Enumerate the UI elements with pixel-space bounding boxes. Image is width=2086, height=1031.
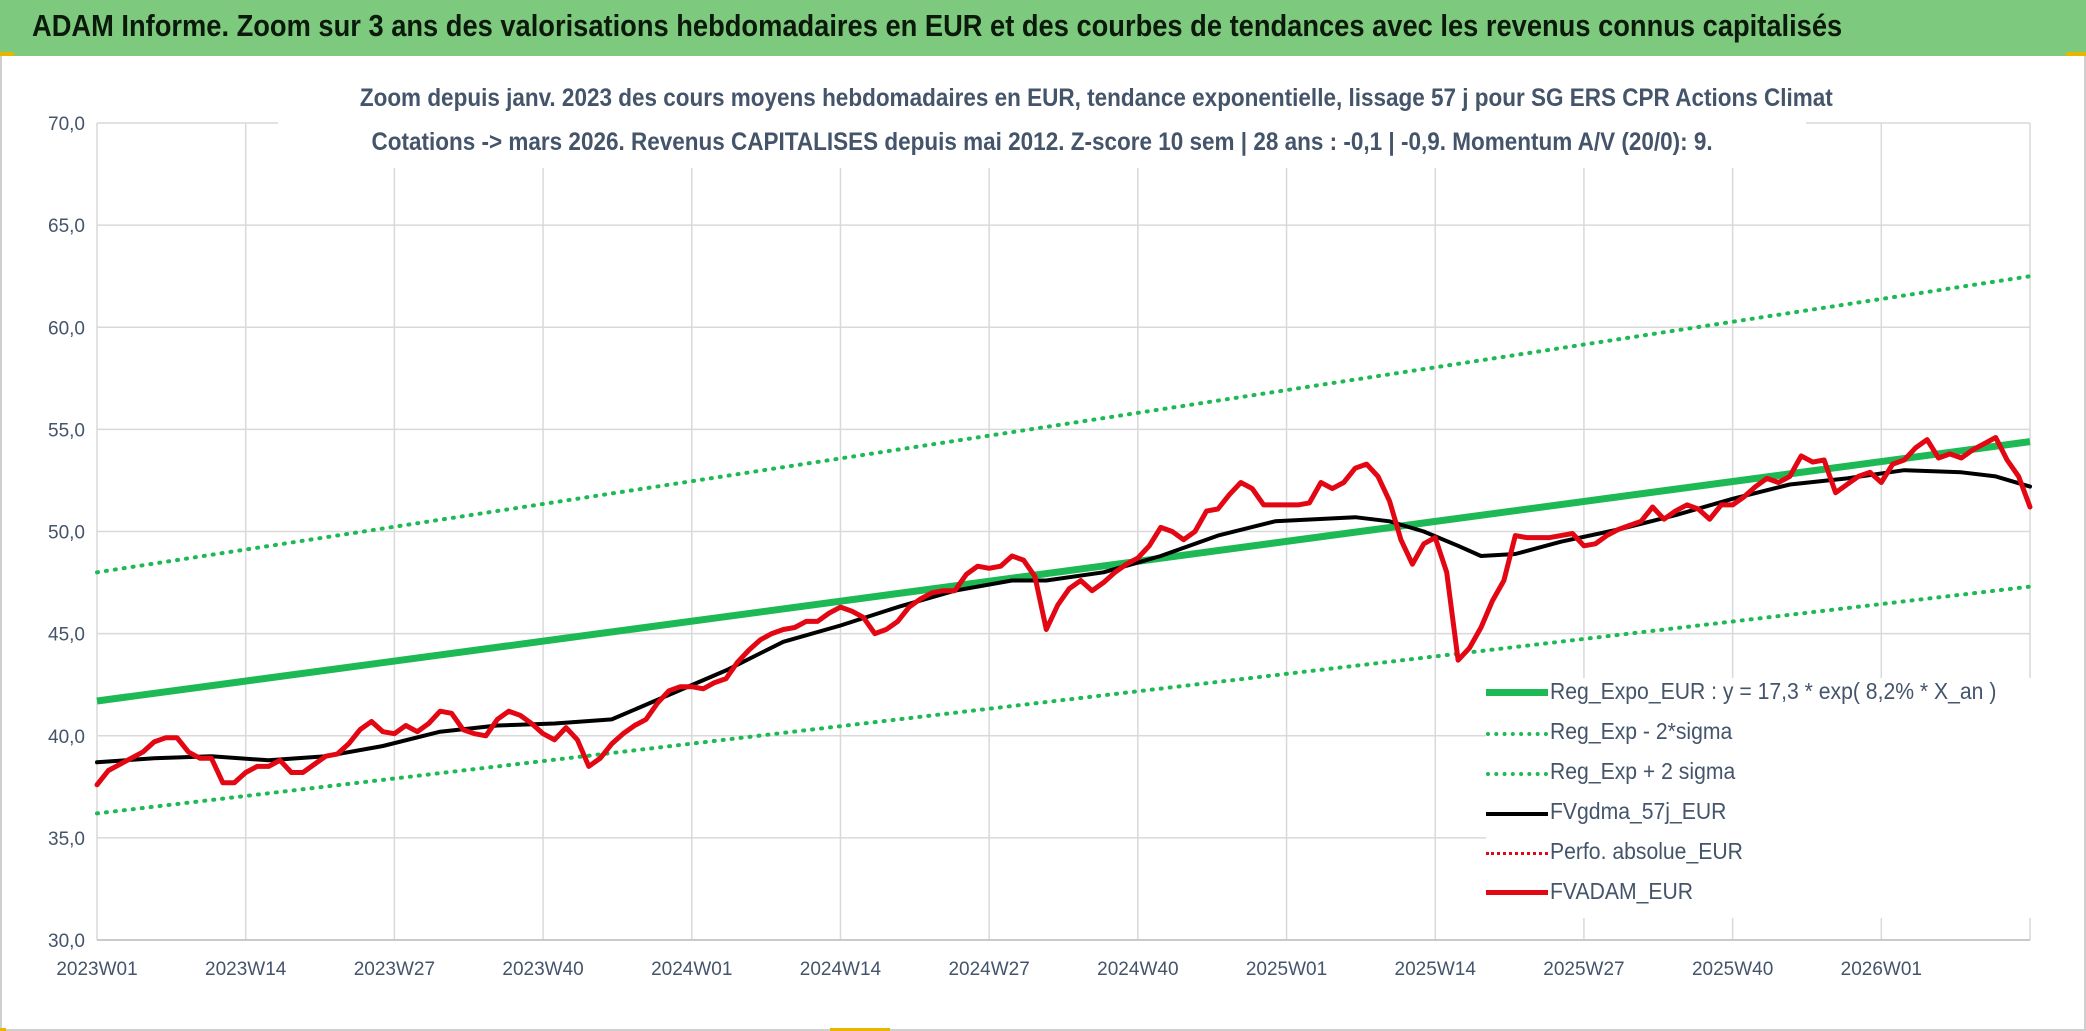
series-reg-sigma bbox=[95, 584, 2032, 816]
accent-left bbox=[0, 52, 14, 56]
axis-labels: 30,0 35,0 40,0 45,0 50,0 55,0 60,0 65,0 70,0 2023… bbox=[48, 114, 1922, 980]
legend-label-perfo: Perfo. absolue_EUR bbox=[1550, 838, 1743, 864]
legend-item-gdma: FVgdma_57j_EUR bbox=[1486, 798, 2046, 828]
y-tick-label: 70,0 bbox=[48, 114, 85, 135]
legend-swatch-reg-plus bbox=[1486, 772, 1548, 776]
x-tick-label: 2025W27 bbox=[1543, 959, 1624, 980]
series-reg-expo bbox=[96, 438, 2031, 705]
y-tick-label: 45,0 bbox=[48, 625, 85, 646]
legend-swatch-reg-minus bbox=[1486, 732, 1548, 736]
legend-swatch-fvadam bbox=[1486, 890, 1548, 895]
chart-subtitle: Cotations -> mars 2026. Revenus CAPITALI… bbox=[371, 128, 1713, 156]
series-lines bbox=[94, 274, 2033, 816]
y-tick-label: 60,0 bbox=[48, 318, 85, 339]
x-tick-label: 2025W14 bbox=[1395, 959, 1477, 980]
legend-item-reg-minus: Reg_Exp - 2*sigma bbox=[1486, 718, 2046, 748]
legend-item-reg-plus: Reg_Exp + 2 sigma bbox=[1486, 758, 2046, 788]
chart-frame bbox=[0, 56, 2086, 1031]
legend-label-reg-minus: Reg_Exp - 2*sigma bbox=[1550, 718, 1733, 744]
chart-title: Zoom depuis janv. 2023 des cours moyens … bbox=[359, 84, 1833, 112]
x-tick-label: 2025W01 bbox=[1246, 959, 1327, 980]
y-tick-label: 65,0 bbox=[48, 216, 85, 237]
legend-swatch-reg-expo bbox=[1486, 689, 1548, 696]
subtitle-background bbox=[278, 80, 1806, 168]
x-tick-label: 2023W14 bbox=[205, 959, 287, 980]
series-reg-sigma bbox=[95, 274, 2032, 575]
legend-label-gdma: FVgdma_57j_EUR bbox=[1550, 798, 1727, 824]
y-tick-label: 35,0 bbox=[48, 829, 85, 850]
x-tick-label: 2026W01 bbox=[1841, 959, 1922, 980]
y-tick-label: 40,0 bbox=[48, 727, 85, 748]
x-tick-label: 2024W14 bbox=[800, 959, 882, 980]
legend-item-perfo: Perfo. absolue_EUR bbox=[1486, 838, 2046, 868]
y-tick-label: 55,0 bbox=[48, 420, 85, 441]
legend-item-reg-expo: Reg_Expo_EUR : y = 17,3 * exp( 8,2% * X_… bbox=[1486, 678, 2046, 708]
y-tick-label: 50,0 bbox=[48, 523, 85, 544]
series-fvadam bbox=[94, 435, 2033, 788]
top-banner: ADAM Informe. Zoom sur 3 ans des valoris… bbox=[0, 0, 2086, 56]
bottom-accent-left bbox=[0, 1028, 6, 1031]
banner-title: ADAM Informe. Zoom sur 3 ans des valoris… bbox=[32, 8, 1843, 43]
x-tick-label: 2023W01 bbox=[56, 959, 137, 980]
series-gdma bbox=[95, 468, 2032, 765]
x-tick-label: 2024W27 bbox=[948, 959, 1029, 980]
accent-right bbox=[2066, 52, 2086, 56]
legend-swatch-perfo bbox=[1486, 852, 1548, 855]
x-tick-label: 2024W01 bbox=[651, 959, 732, 980]
bottom-accent bbox=[830, 1028, 890, 1031]
x-tick-label: 2023W40 bbox=[502, 959, 583, 980]
legend-item-fvadam: FVADAM_EUR bbox=[1486, 878, 2046, 908]
x-tick-label: 2024W40 bbox=[1097, 959, 1178, 980]
legend: Reg_Expo_EUR : y = 17,3 * exp( 8,2% * X_… bbox=[1486, 678, 2046, 918]
y-tick-label: 30,0 bbox=[48, 931, 85, 952]
legend-label-reg-plus: Reg_Exp + 2 sigma bbox=[1550, 758, 1736, 784]
x-tick-label: 2025W40 bbox=[1692, 959, 1773, 980]
x-tick-label: 2023W27 bbox=[354, 959, 435, 980]
legend-swatch-gdma bbox=[1486, 812, 1548, 816]
legend-label-fvadam: FVADAM_EUR bbox=[1550, 878, 1694, 904]
legend-label-reg-expo: Reg_Expo_EUR : y = 17,3 * exp( 8,2% * X_… bbox=[1550, 678, 1997, 704]
